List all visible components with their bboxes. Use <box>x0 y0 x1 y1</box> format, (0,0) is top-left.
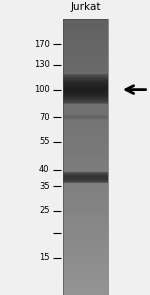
Text: 70: 70 <box>39 113 50 122</box>
Text: 35: 35 <box>39 182 50 191</box>
Text: 130: 130 <box>34 60 50 69</box>
Text: 40: 40 <box>39 165 50 174</box>
Text: 55: 55 <box>39 137 50 147</box>
Bar <box>63 19 108 295</box>
Text: 25: 25 <box>39 206 50 215</box>
Text: Jurkat: Jurkat <box>70 2 101 12</box>
Text: 100: 100 <box>34 85 50 94</box>
Text: 170: 170 <box>34 40 50 49</box>
Text: 15: 15 <box>39 253 50 262</box>
